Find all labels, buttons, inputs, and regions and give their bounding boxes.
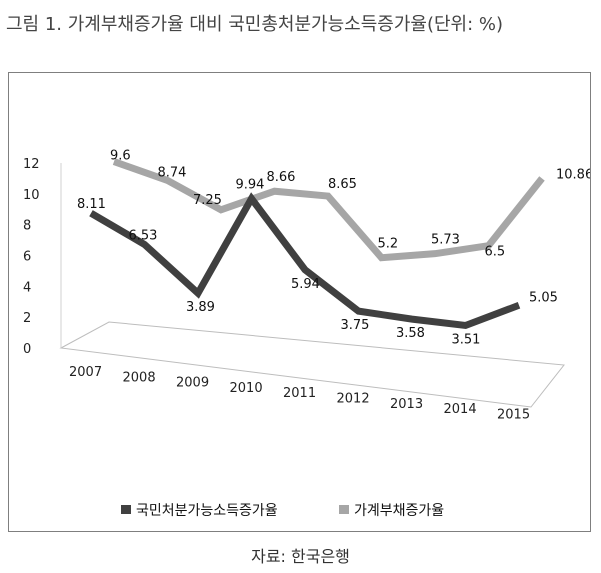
data-label: 10.86	[556, 167, 590, 182]
data-label: 5.05	[529, 290, 558, 305]
chart-frame: 0 2 4 6 8 10 12 2007 2008 2009 2010 2011 2012 2013 20…	[8, 72, 593, 532]
x-tick-label: 2015	[497, 407, 530, 422]
data-label: 9.94	[236, 178, 265, 193]
series-line	[112, 158, 545, 262]
data-label: 8.66	[267, 170, 296, 185]
source-note: 자료: 한국은행	[251, 547, 350, 566]
x-tick-label: 2008	[123, 370, 156, 385]
legend-label: 국민처분가능소득증가율	[136, 503, 278, 519]
y-tick-label: 8	[23, 219, 31, 234]
x-tick-label: 2014	[444, 402, 477, 417]
series-line	[89, 192, 521, 330]
y-tick-label: 12	[23, 157, 40, 172]
data-label: 3.58	[396, 326, 425, 341]
x-tick-label: 2013	[390, 397, 423, 412]
y-tick-label: 10	[23, 188, 40, 203]
data-label: 6.5	[485, 245, 506, 260]
data-label: 6.53	[129, 228, 158, 243]
data-label: 8.74	[158, 165, 187, 180]
y-tick-label: 4	[23, 280, 31, 295]
data-label: 5.73	[431, 233, 460, 248]
data-label: 7.25	[193, 193, 222, 208]
y-tick-label: 6	[23, 250, 31, 265]
legend-swatch	[121, 505, 131, 514]
chart-title: 그림 1. 가계부채증가율 대비 국민총처분가능소득증가율(단위: %)	[6, 14, 503, 35]
data-label: 3.51	[452, 332, 481, 347]
data-label: 8.11	[77, 197, 106, 212]
data-label: 5.94	[291, 277, 320, 292]
x-tick-label: 2010	[230, 381, 263, 396]
chart-floor	[59, 321, 565, 408]
x-tick-label: 2009	[176, 376, 209, 391]
x-tick-label: 2012	[337, 392, 370, 407]
data-label: 3.75	[341, 318, 370, 333]
x-tick-label: 2011	[283, 386, 316, 401]
data-label: 5.2	[378, 237, 399, 252]
legend-label: 가계부채증가율	[354, 503, 444, 519]
line-chart: 0 2 4 6 8 10 12 2007 2008 2009 2010 2011 2012 2013 20…	[23, 149, 593, 519]
data-label: 9.6	[110, 149, 131, 164]
x-tick-label: 2007	[69, 365, 102, 380]
data-label: 8.65	[328, 177, 357, 192]
data-label: 3.89	[186, 300, 215, 315]
legend-swatch	[339, 505, 349, 514]
y-tick-label: 0	[23, 342, 31, 357]
y-tick-label: 2	[23, 311, 31, 326]
